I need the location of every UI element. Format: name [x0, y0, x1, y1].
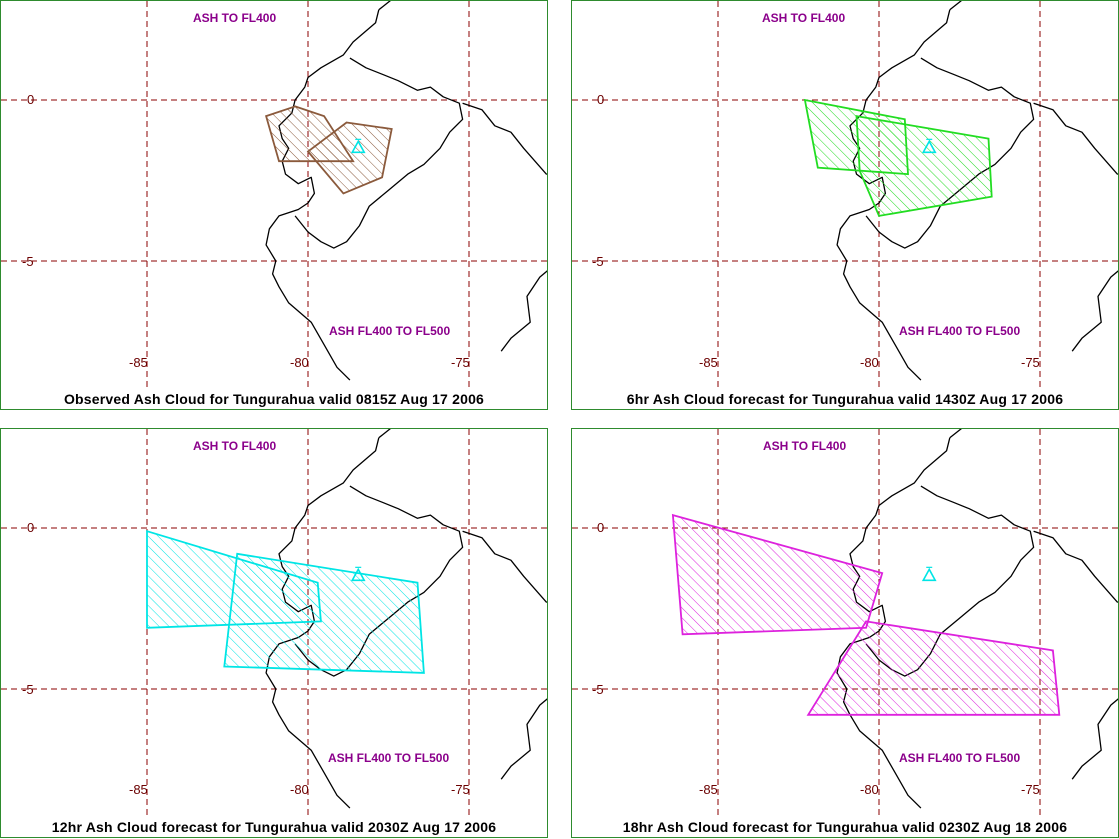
map-panel-6hr-forecast: ASH TO FL400 ASH FL400 TO FL500 0 -5 -85… [571, 0, 1119, 410]
lat-tick-0: 0 [597, 92, 605, 107]
lon-tick-minus75: -75 [1021, 782, 1040, 797]
coastline-border [294, 57, 464, 249]
volcano-icon [921, 566, 937, 582]
lat-tick-0: 0 [27, 92, 35, 107]
coastline-border [949, 1, 962, 11]
lat-tick-minus5: -5 [22, 682, 34, 697]
flight-level-label-lower: ASH FL400 TO FL500 [899, 751, 1021, 765]
lat-tick-0: 0 [597, 520, 605, 535]
lon-tick-minus85: -85 [699, 355, 718, 370]
map-layer [1, 429, 547, 815]
lon-tick-minus85: -85 [129, 355, 148, 370]
lon-tick-minus80: -80 [290, 355, 309, 370]
lon-tick-minus85: -85 [699, 782, 718, 797]
coastline-border [500, 270, 547, 352]
coastline-border [1033, 102, 1118, 175]
lon-tick-minus75: -75 [451, 782, 470, 797]
map-layer [572, 1, 1118, 387]
coastline-border [462, 102, 547, 175]
lon-tick-minus80: -80 [860, 782, 879, 797]
flight-level-label-lower: ASH FL400 TO FL500 [329, 324, 451, 338]
lon-tick-minus80: -80 [860, 355, 879, 370]
coastline-border [1071, 698, 1118, 780]
map-canvas [572, 1, 1118, 387]
volcano-icon [921, 138, 937, 154]
coastline-border [378, 429, 391, 439]
ash-cloud-polygon [855, 115, 993, 217]
coastline-border [500, 698, 547, 780]
panel-caption: 6hr Ash Cloud forecast for Tungurahua va… [626, 391, 1064, 407]
flight-level-label-lower: ASH FL400 TO FL500 [899, 324, 1021, 338]
lat-tick-minus5: -5 [592, 682, 604, 697]
ash-cloud-polygon [223, 552, 425, 674]
map-panel-12hr-forecast: ASH TO FL400 ASH FL400 TO FL500 0 -5 -85… [0, 428, 548, 838]
volcano-icon [350, 566, 366, 582]
coastline-border [865, 57, 1035, 249]
map-layer [572, 429, 1118, 815]
map-panel-observed: ASH TO FL400 ASH FL400 TO FL500 0 -5 -85… [0, 0, 548, 410]
map-panel-18hr-forecast: ASH TO FL400 ASH FL400 TO FL500 0 -5 -85… [571, 428, 1119, 838]
map-layer [1, 1, 547, 387]
map-canvas [572, 429, 1118, 815]
volcano-icon [350, 138, 366, 154]
flight-level-label-upper: ASH TO FL400 [762, 11, 846, 25]
coastline-border [1033, 530, 1118, 603]
coastline-border [462, 530, 547, 603]
coastline-border [378, 1, 391, 11]
lon-tick-minus75: -75 [1021, 355, 1040, 370]
lon-tick-minus80: -80 [290, 782, 309, 797]
coastline-border [1071, 270, 1118, 352]
lat-tick-minus5: -5 [592, 254, 604, 269]
panel-caption: Observed Ash Cloud for Tungurahua valid … [63, 391, 485, 407]
flight-level-label-upper: ASH TO FL400 [193, 439, 277, 453]
map-canvas [1, 429, 547, 815]
ash-cloud-polygon [306, 121, 393, 195]
map-canvas [1, 1, 547, 387]
lat-tick-minus5: -5 [22, 254, 34, 269]
ash-cloud-polygon [806, 620, 1061, 716]
flight-level-label-lower: ASH FL400 TO FL500 [328, 751, 450, 765]
coastline-border [265, 9, 380, 381]
flight-level-label-upper: ASH TO FL400 [763, 439, 847, 453]
coastline-border [294, 485, 464, 677]
lon-tick-minus85: -85 [129, 782, 148, 797]
flight-level-label-upper: ASH TO FL400 [193, 11, 277, 25]
panel-caption: 18hr Ash Cloud forecast for Tungurahua v… [622, 819, 1068, 835]
ash-cloud-polygon [671, 513, 884, 636]
panel-caption: 12hr Ash Cloud forecast for Tungurahua v… [51, 819, 497, 835]
coastline-border [836, 437, 951, 809]
coastline-border [949, 429, 962, 439]
lon-tick-minus75: -75 [451, 355, 470, 370]
lat-tick-0: 0 [27, 520, 35, 535]
